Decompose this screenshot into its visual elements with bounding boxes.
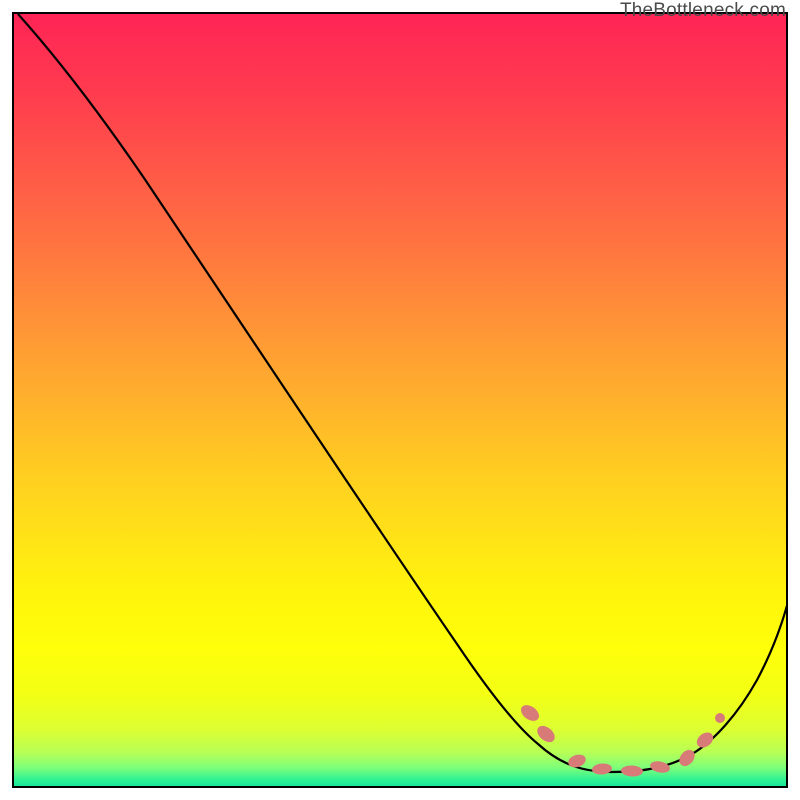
gradient-background bbox=[13, 13, 787, 787]
chart-svg bbox=[12, 12, 788, 788]
watermark-text: TheBottleneck.com bbox=[620, 0, 786, 22]
curve-marker bbox=[715, 713, 725, 723]
bottleneck-chart bbox=[12, 12, 788, 788]
